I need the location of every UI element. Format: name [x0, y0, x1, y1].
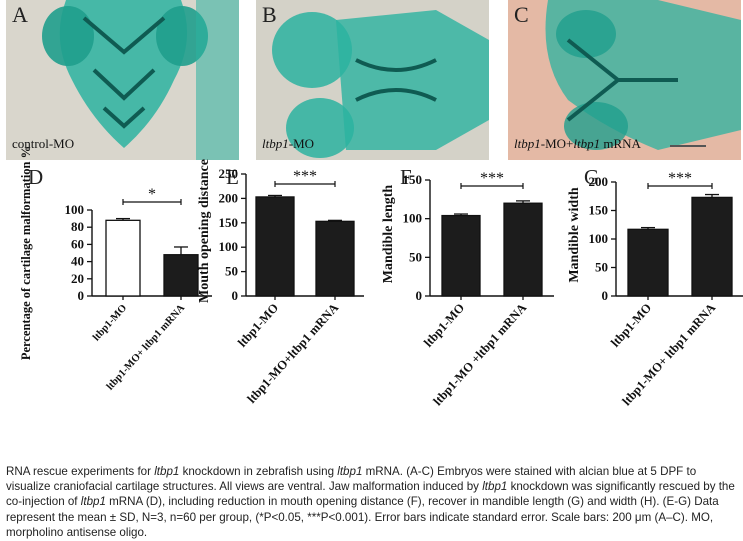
larva-image-a [6, 0, 239, 160]
y-tick-label: 250 [219, 166, 239, 181]
y-axis-label: Mouth opening distance [197, 159, 212, 303]
cartilage-lines [355, 58, 437, 102]
label-suffix: -MO [288, 136, 315, 151]
y-tick-label: 0 [416, 288, 423, 303]
panel-letter-b: B [262, 2, 277, 27]
y-tick-label: 100 [403, 211, 423, 226]
figure-caption: RNA rescue experiments for ltbp1 knockdo… [6, 464, 738, 540]
chart-d-group: D 0 20 40 60 80 100 Percentage of cartilage mal… [19, 146, 212, 392]
label-suffix: mRNA [600, 136, 641, 151]
y-tick-label: 100 [589, 231, 609, 246]
y-tick-label: 80 [71, 219, 84, 234]
head-shape [336, 10, 489, 150]
bar [691, 196, 733, 297]
y-tick-label: 50 [225, 264, 238, 279]
y-tick-label: 40 [71, 254, 84, 269]
significance-label: *** [480, 170, 504, 187]
caption-gene: ltbp1 [80, 495, 106, 509]
x-tick-label: ltbp1-MO [235, 300, 281, 349]
right-eye [156, 6, 208, 66]
lower-eye [564, 102, 628, 150]
chart-e-group: E 0 50 100 150 200 250 Mouth opening distance lt… [197, 159, 364, 406]
significance-label: * [148, 186, 156, 203]
photo-panel-a [6, 0, 239, 160]
y-tick-label: 150 [403, 172, 423, 187]
y-tick-label: 200 [589, 174, 609, 189]
upper-eye [556, 10, 616, 58]
y-tick-label: 100 [219, 239, 239, 254]
panel-letter-g: G [584, 165, 599, 189]
panel-letter-e: E [226, 165, 239, 189]
y-tick-label: 50 [409, 249, 422, 264]
x-tick-label: ltbp1-MO [421, 300, 467, 349]
photo-panel-c [508, 0, 741, 160]
y-tick-label: 20 [71, 271, 84, 286]
caption-gene: ltbp1 [337, 465, 363, 478]
caption-part: knockdown in zebrafish using [179, 465, 338, 478]
x-tick-label: ltbp1-MO [91, 303, 129, 344]
photo-caption-b: ltbp1-MO [262, 136, 314, 152]
left-eye [272, 12, 352, 88]
y-axis-label: Mandible width [567, 187, 582, 283]
bar [315, 220, 355, 297]
y-tick-label: 0 [78, 288, 85, 303]
panel-letter-f: F [400, 165, 412, 189]
caption-part: RNA rescue experiments for [6, 465, 155, 478]
larva-image-c [508, 0, 741, 160]
chart-e: E 0 50 100 150 200 250 Mouth opening distance lt… [190, 159, 380, 452]
cartilage-lines [82, 16, 166, 129]
y-tick-label: 50 [595, 260, 608, 275]
body-shape [196, 0, 239, 160]
y-axis-label: Percentage of cartilage malformation % [19, 146, 33, 360]
bar [503, 202, 543, 297]
bar [105, 219, 141, 297]
y-axis-label: Mandible length [381, 185, 396, 284]
significance-label: *** [668, 170, 692, 187]
photo-caption-a: control-MO [12, 136, 75, 151]
bar [255, 196, 295, 297]
significance-label: *** [293, 168, 317, 185]
label-middle: -MO+ [540, 136, 574, 151]
bar [441, 214, 481, 297]
panel-letter-d: D [28, 165, 43, 189]
left-eye [42, 6, 94, 66]
caption-part: mRNA. (A-C) Embryos were stained with al… [6, 465, 697, 494]
photo-caption-c: ltbp1-MO+ltbp1 mRNA [514, 136, 641, 152]
left-eye-lower [286, 98, 354, 158]
panel-letter-c: C [514, 2, 529, 27]
larva-image-b [256, 0, 489, 160]
y-tick-label: 0 [602, 288, 609, 303]
panel-letter-a: A [12, 2, 28, 27]
y-tick-label: 200 [219, 190, 239, 205]
chart-d: D 0 20 40 60 80 100 Percentage of cartilage mal… [0, 146, 212, 452]
y-tick-label: 150 [589, 203, 609, 218]
y-tick-label: 100 [65, 202, 85, 217]
gene-name-2: ltbp1 [573, 136, 601, 151]
chart-e-svg: E 0 50 100 150 200 250 Mouth opening distance lt… [197, 159, 364, 406]
chart-d-svg: D 0 20 40 60 80 100 Percentage of cartilage mal… [19, 146, 212, 392]
gene-name: ltbp1 [262, 136, 289, 151]
cartilage-lines [566, 38, 678, 122]
caption-gene: ltbp1 [154, 465, 180, 478]
chart-f: F 0 50 100 150 Mandible length ltbp1-MO ltbp1-M… [378, 162, 556, 452]
caption-part: mRNA (D), including reduction in mouth o… [6, 495, 719, 539]
caption-gene: ltbp1 [482, 480, 508, 494]
y-tick-label: 0 [232, 288, 239, 303]
y-tick-label: 150 [219, 215, 239, 230]
photo-panel-b [256, 0, 489, 160]
gene-name: ltbp1 [514, 136, 541, 151]
caption-part: knockdown was significantly rescued by t… [6, 480, 735, 509]
x-tick-label: ltbp1-MO [608, 300, 654, 349]
chart-g: G 0 50 100 150 200 Mandible width ltbp1-MO ltbp1… [556, 162, 743, 452]
y-tick-label: 60 [71, 236, 84, 251]
bar [627, 228, 669, 297]
